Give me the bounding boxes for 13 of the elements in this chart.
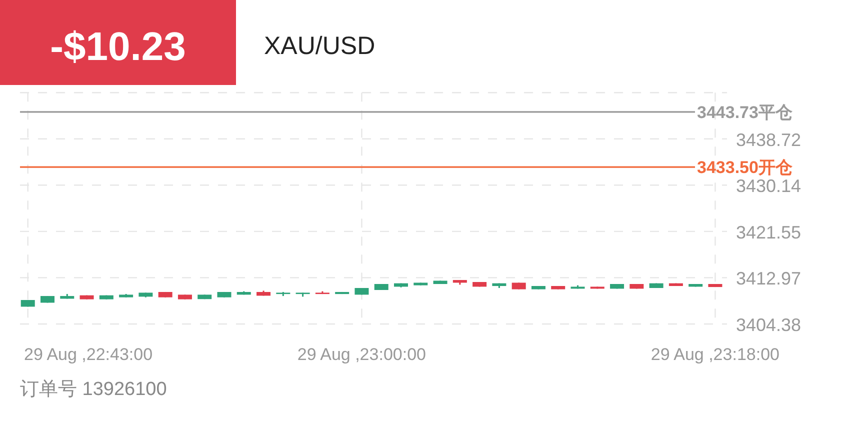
text: 订单号 13926100 bbox=[20, 379, 167, 400]
chart-title: -$10.23 bbox=[50, 25, 186, 69]
y-tick-label: 3430.14 bbox=[736, 176, 802, 196]
x-tick-label: 29 Aug ,23:00:00 bbox=[297, 345, 426, 364]
ref-line-label: 3443.73平仓 bbox=[697, 102, 794, 122]
y-tick-label: 3421.55 bbox=[736, 222, 802, 242]
x-tick-label: 29 Aug ,22:43:00 bbox=[24, 345, 153, 364]
y-tick-label: 3412.97 bbox=[736, 268, 802, 289]
ref-line-label: 3433.50开仓 bbox=[697, 158, 794, 178]
x-tick-label: 29 Aug ,23:18:00 bbox=[650, 345, 780, 364]
y-tick-label: 3404.38 bbox=[736, 315, 802, 335]
y-tick-label: 3438.72 bbox=[736, 130, 802, 150]
chart-subtitle: XAU/USD bbox=[264, 32, 376, 60]
